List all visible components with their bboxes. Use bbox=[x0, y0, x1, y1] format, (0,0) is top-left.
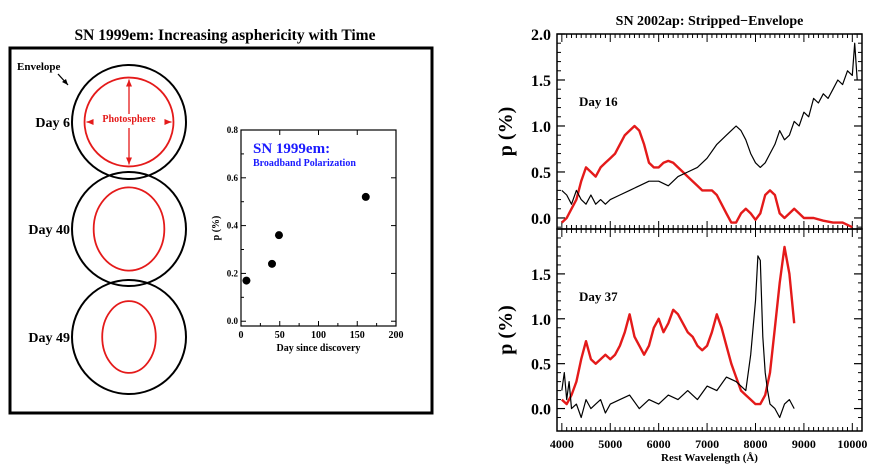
spectro-series-red bbox=[560, 245, 796, 406]
spectro-series-black bbox=[561, 42, 858, 205]
spectro-ylabel: p (%) bbox=[495, 107, 517, 156]
inset-data-point bbox=[268, 259, 276, 268]
spectro-xtick-label: 7000 bbox=[695, 437, 719, 451]
envelope-circle bbox=[71, 171, 187, 287]
photosphere-label: Photosphere bbox=[102, 114, 156, 125]
inset-ytick-label: 0.2 bbox=[227, 268, 239, 278]
inset-data-point bbox=[242, 276, 251, 285]
photosphere-arrowhead bbox=[126, 79, 132, 87]
photosphere-arrowhead bbox=[126, 157, 132, 165]
spectro-ylabel: p (%) bbox=[495, 305, 517, 354]
epoch-label: Day 6 bbox=[35, 116, 70, 131]
spectro-panel-label: Day 37 bbox=[579, 289, 618, 304]
inset-xlabel: Day since discovery bbox=[277, 343, 361, 354]
spectro-xtick-label: 4000 bbox=[550, 437, 574, 451]
spectro-plot-frame bbox=[556, 33, 863, 230]
photosphere-ellipse bbox=[101, 300, 157, 374]
spectro-xtick-label: 6000 bbox=[647, 437, 671, 451]
spectro-xtick-label: 5000 bbox=[598, 437, 622, 451]
photosphere-arrowhead bbox=[86, 119, 94, 125]
inset-title: SN 1999em: bbox=[253, 141, 330, 157]
spectro-ytick-label: 0.5 bbox=[531, 357, 551, 374]
left-panel-title: SN 1999em: Increasing asphericity with T… bbox=[75, 27, 376, 44]
spectro-ytick-label: 1.5 bbox=[531, 267, 551, 284]
epoch-label: Day 40 bbox=[28, 223, 70, 238]
spectro-xlabel: Rest Wavelength (Å) bbox=[661, 452, 758, 464]
spectro-ytick-label: 0.5 bbox=[531, 165, 551, 182]
photosphere-arrowhead bbox=[164, 119, 172, 125]
inset-xtick-label: 100 bbox=[311, 330, 326, 341]
inset-subtitle: Broadband Polarization bbox=[253, 158, 356, 169]
left-panel-frame bbox=[8, 46, 434, 415]
photosphere-ellipse bbox=[92, 186, 166, 272]
spectro-plot-frame bbox=[556, 228, 863, 432]
epoch-label: Day 49 bbox=[28, 331, 70, 346]
envelope-circle bbox=[71, 64, 187, 180]
spectro-ytick-label: 0.0 bbox=[531, 402, 551, 419]
spectro-series-red bbox=[560, 124, 853, 229]
inset-xtick-label: 200 bbox=[389, 330, 404, 341]
inset-data-point bbox=[274, 231, 283, 240]
spectro-ytick-label: 1.0 bbox=[531, 312, 551, 329]
spectro-ytick-label: 1.0 bbox=[531, 119, 551, 136]
inset-ytick-label: 0.4 bbox=[227, 221, 239, 231]
spectro-ytick-label: 1.5 bbox=[531, 73, 551, 90]
inset-xtick-label: 0 bbox=[239, 330, 244, 341]
spectro-xtick-label: 10000 bbox=[837, 437, 867, 451]
inset-scatter-chart: 0 50 100 150 200 0.0 0.2 0.4 0.6 0.8 SN 1999em:Bro… bbox=[211, 125, 404, 354]
spectro-panel-day16: 0.0 0.5 1.0 1.5 2.0 Day 16 p (%) SN 2002ap: Str… bbox=[495, 14, 863, 230]
spectro-xtick-label: 9000 bbox=[792, 437, 816, 451]
photosphere-ellipse bbox=[83, 76, 175, 168]
inset-ytick-label: 0.8 bbox=[227, 125, 239, 135]
inset-xtick-label: 150 bbox=[350, 330, 365, 341]
inset-data-point bbox=[361, 192, 370, 201]
spectro-title: SN 2002ap: Stripped−Envelope bbox=[616, 14, 804, 29]
envelope-arrowhead bbox=[62, 79, 68, 85]
inset-ytick-label: 0.6 bbox=[227, 173, 239, 183]
spectro-ytick-label: 2.0 bbox=[531, 27, 551, 44]
inset-xtick-label: 50 bbox=[275, 330, 285, 341]
spectro-xtick-label: 8000 bbox=[743, 437, 767, 451]
spectro-series-black bbox=[561, 255, 795, 419]
envelope-circle bbox=[71, 279, 187, 395]
spectro-ytick-label: 0.0 bbox=[531, 211, 551, 228]
spectro-panel-day37: 0.0 0.5 1.0 1.5 Day 37 p (%) 4000 5000 6000 7000 8… bbox=[495, 228, 867, 464]
photosphere-arrows bbox=[86, 79, 172, 165]
spectro-panel-label: Day 16 bbox=[579, 94, 618, 109]
envelope-label: Envelope bbox=[17, 61, 61, 73]
inset-ylabel: p (%) bbox=[211, 216, 222, 241]
inset-ytick-label: 0.0 bbox=[227, 316, 239, 326]
epoch-diagrams: Day 6 Day 40 Day 49 bbox=[28, 64, 187, 395]
